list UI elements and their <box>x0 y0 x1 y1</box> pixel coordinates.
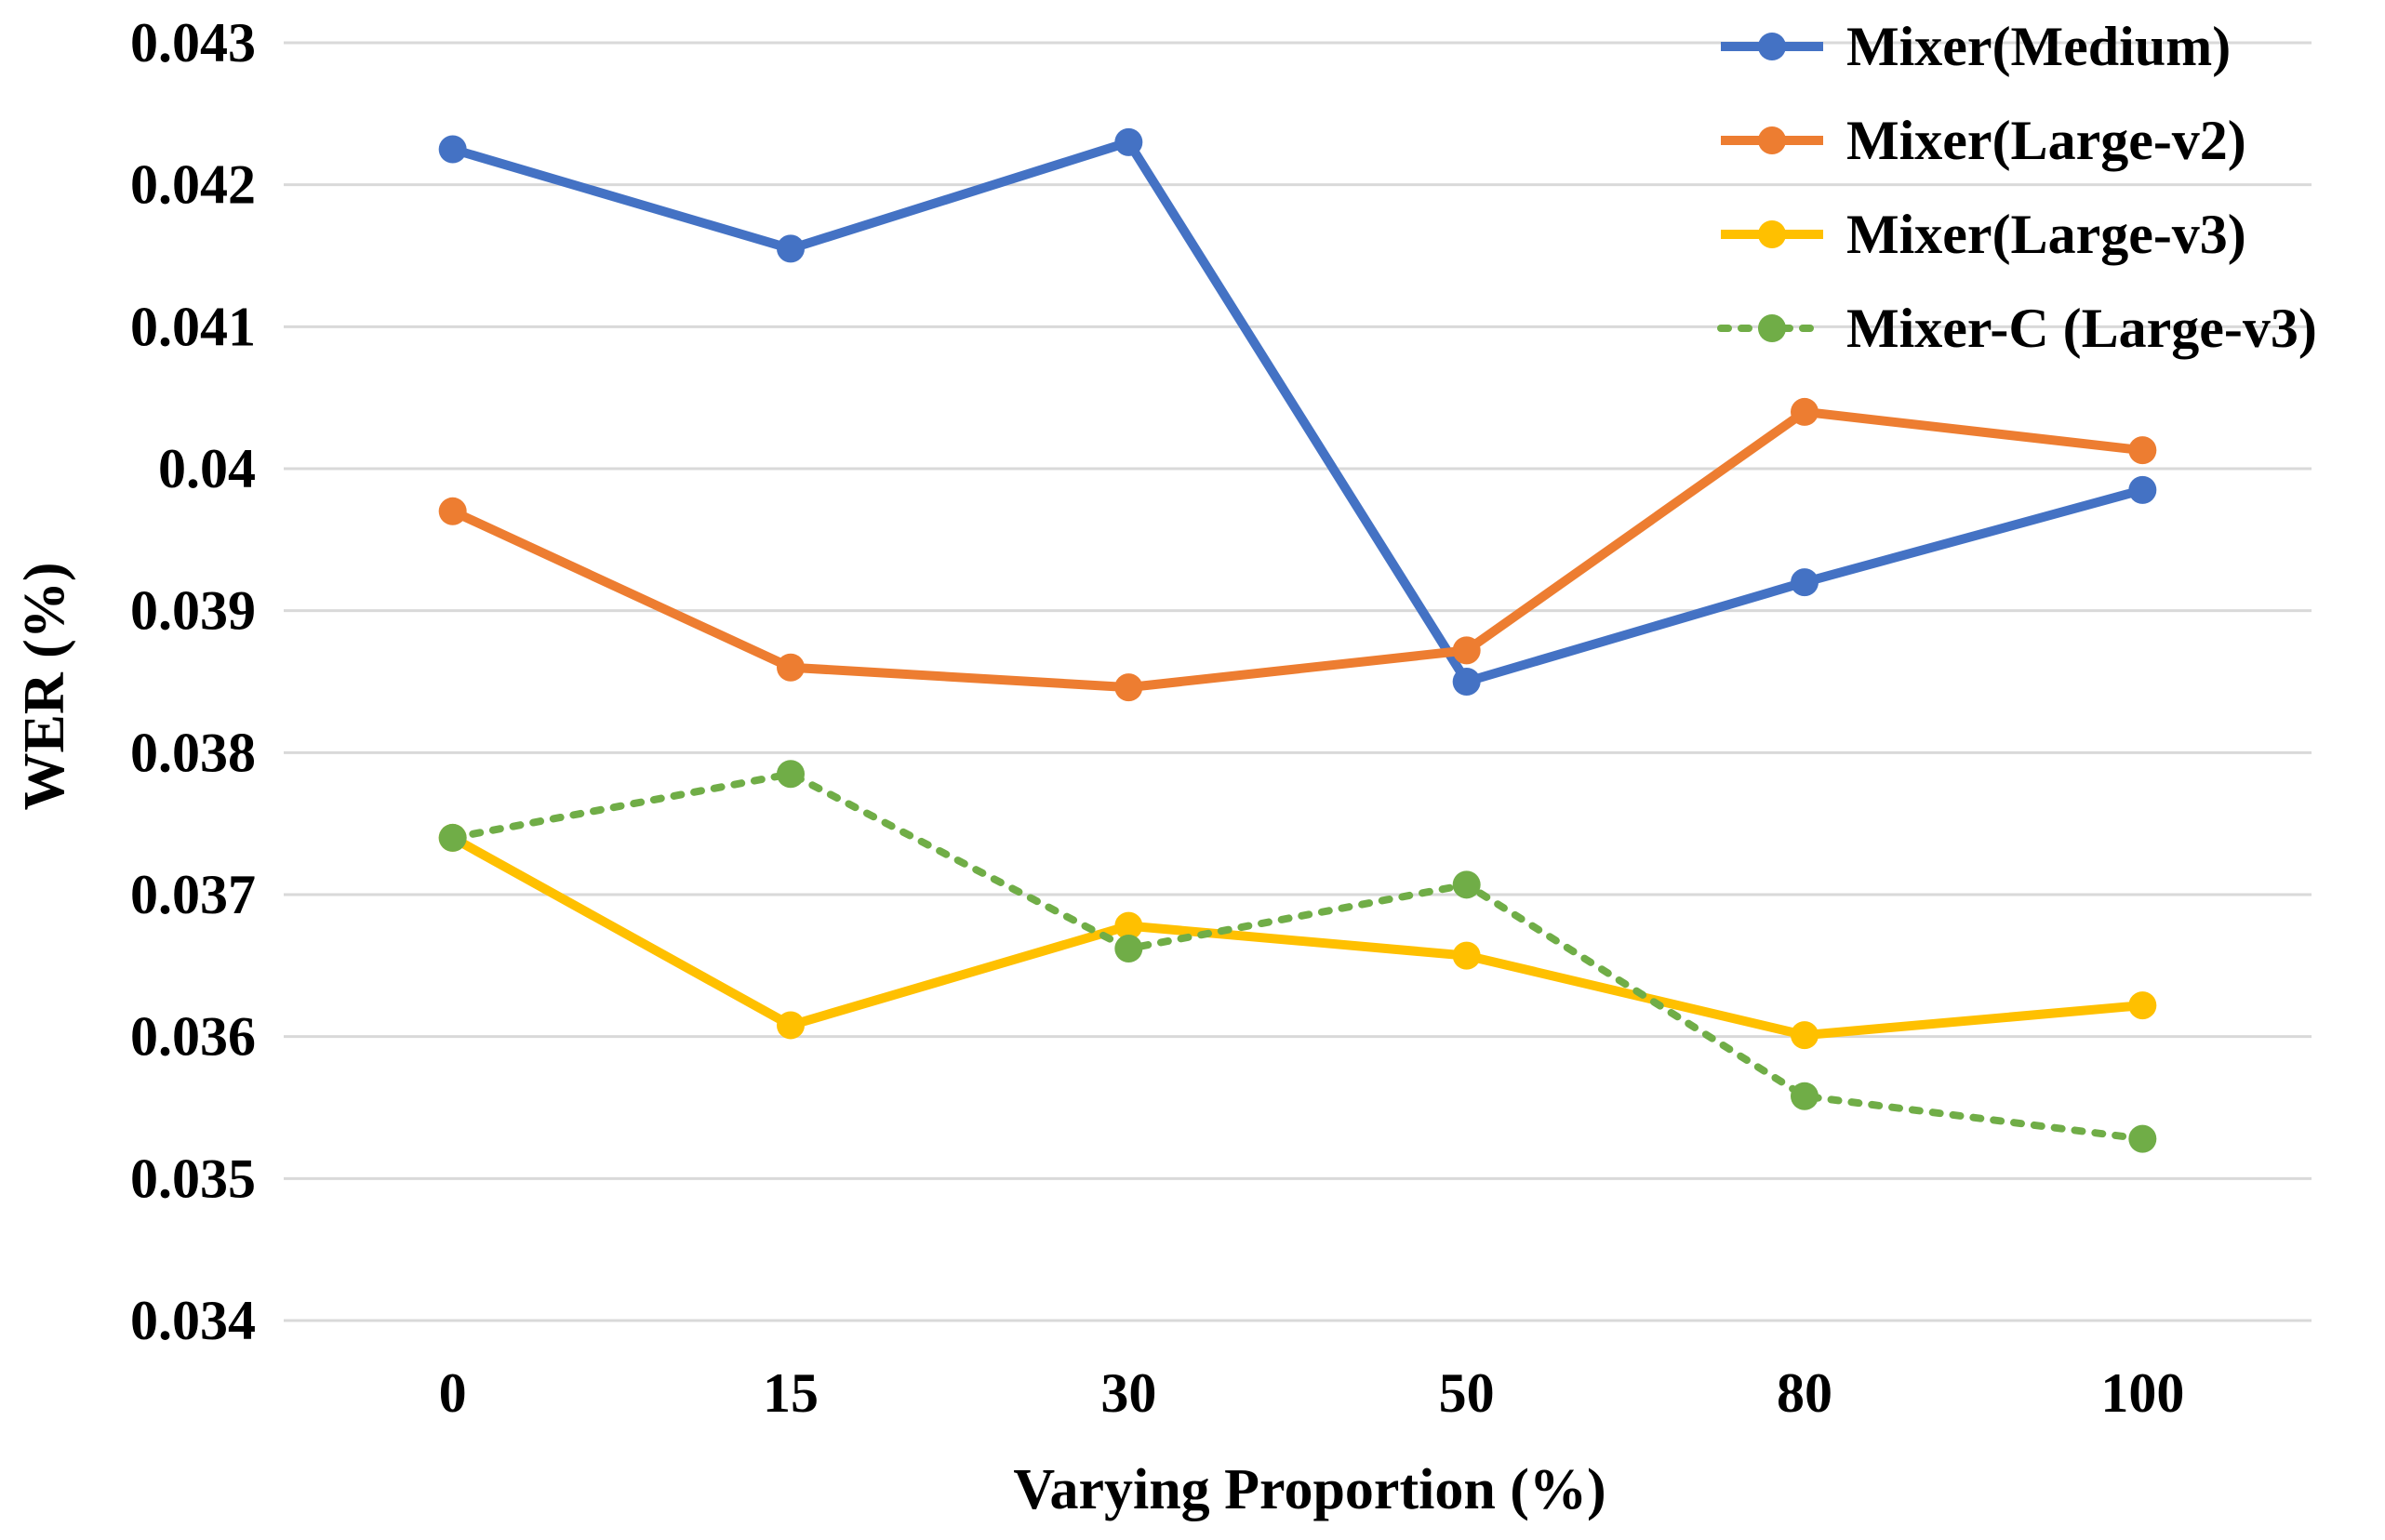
legend-swatch-marker <box>1758 126 1786 154</box>
data-point <box>1114 935 1143 963</box>
data-point <box>2128 475 2157 504</box>
data-point <box>438 823 467 852</box>
legend-label: Mixer(Medium) <box>1846 16 2231 77</box>
data-point <box>1452 941 1481 970</box>
data-point <box>1452 668 1481 696</box>
x-tick-label: 50 <box>1439 1362 1495 1424</box>
x-tick-label: 0 <box>439 1362 467 1424</box>
y-tick-label: 0.036 <box>130 1006 256 1068</box>
legend-swatch-marker <box>1758 33 1786 60</box>
y-tick-label: 0.034 <box>130 1290 256 1351</box>
legend-item-1: Mixer(Large-v2) <box>1721 110 2246 171</box>
y-tick-label: 0.037 <box>130 864 256 925</box>
data-point <box>1791 568 1819 597</box>
legend-label: Mixer-C (Large-v3) <box>1846 298 2317 359</box>
data-point <box>2128 991 2157 1020</box>
series-3 <box>438 760 2157 1153</box>
gridlines <box>284 41 2312 1322</box>
x-axis-ticks: 0 15 30 50 80 100 <box>439 1362 2185 1424</box>
series-1 <box>438 397 2157 702</box>
data-point <box>1114 911 1143 940</box>
x-axis-title: Varying Proportion (%) <box>1013 1458 1606 1521</box>
series-group <box>438 127 2157 1153</box>
series-line <box>448 770 2147 1143</box>
series-line <box>450 406 2143 693</box>
data-point <box>777 760 805 789</box>
series-line <box>451 137 2144 686</box>
y-tick-label: 0.042 <box>130 154 256 216</box>
data-point <box>1791 1021 1819 1050</box>
data-point <box>1452 870 1481 899</box>
data-point <box>1114 127 1143 156</box>
data-point <box>1791 1082 1819 1110</box>
y-tick-label: 0.04 <box>158 438 256 499</box>
legend-item-3: Mixer-C (Large-v3) <box>1717 298 2317 359</box>
legend: Mixer(Medium) Mixer(Large-v2) Mixer(Large-… <box>1717 16 2317 359</box>
legend-swatch-marker <box>1758 314 1786 342</box>
x-tick-label: 100 <box>2100 1362 2184 1424</box>
x-tick-label: 15 <box>763 1362 819 1424</box>
data-point <box>1791 397 1819 426</box>
y-tick-label: 0.041 <box>130 296 256 357</box>
data-point <box>438 135 467 164</box>
x-tick-label: 30 <box>1100 1362 1156 1424</box>
legend-item-0: Mixer(Medium) <box>1721 16 2231 77</box>
series-0 <box>438 127 2157 696</box>
y-tick-label: 0.039 <box>130 580 256 642</box>
x-tick-label: 80 <box>1777 1362 1832 1424</box>
data-point <box>777 1011 805 1040</box>
data-point <box>777 653 805 682</box>
y-tick-label: 0.038 <box>130 722 256 783</box>
y-tick-label: 0.043 <box>130 12 256 73</box>
y-axis-title: WER (%) <box>13 563 76 811</box>
series-2 <box>438 823 2157 1050</box>
legend-item-2: Mixer(Large-v3) <box>1721 204 2246 265</box>
data-point <box>2128 1124 2157 1153</box>
y-tick-label: 0.035 <box>130 1148 256 1209</box>
legend-label: Mixer(Large-v3) <box>1846 204 2246 265</box>
legend-swatch-marker <box>1758 220 1786 248</box>
y-axis-ticks: 0.034 0.035 0.036 0.037 0.038 0.039 0.04 0.041 0… <box>130 12 256 1351</box>
legend-label: Mixer(Large-v2) <box>1846 110 2246 171</box>
data-point <box>438 497 467 525</box>
data-point <box>1114 673 1143 702</box>
data-point <box>2128 436 2157 465</box>
series-line <box>450 833 2143 1041</box>
data-point <box>1452 636 1481 665</box>
data-point <box>777 234 805 263</box>
